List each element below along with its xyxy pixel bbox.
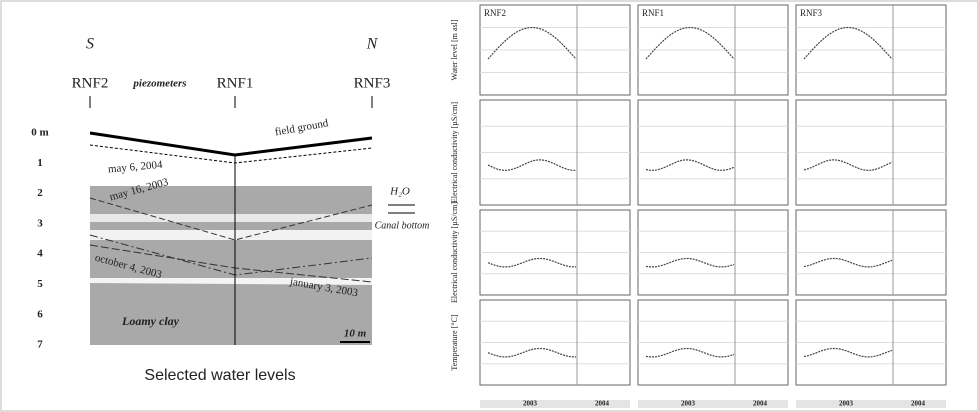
depth-label: 1 bbox=[37, 157, 43, 169]
row-label: Water level [m asl] bbox=[450, 19, 459, 80]
series-trace bbox=[803, 26, 893, 60]
label: RNF2 bbox=[72, 75, 109, 91]
label: RNF3 bbox=[354, 75, 391, 91]
column-label: RNF1 bbox=[642, 8, 664, 18]
cross-section bbox=[89, 96, 415, 345]
series-trace bbox=[803, 347, 893, 358]
year-bar bbox=[480, 400, 630, 408]
caption: Selected water levels bbox=[144, 367, 295, 384]
row-label: Electrical conductivity [µS/cm] bbox=[450, 102, 459, 203]
series-trace bbox=[487, 159, 576, 171]
light-band bbox=[90, 278, 372, 285]
column-label: RNF2 bbox=[484, 8, 506, 18]
year-bar bbox=[796, 400, 946, 408]
depth-label: 7 bbox=[37, 339, 43, 351]
series-trace bbox=[645, 26, 735, 60]
depth-label: 6 bbox=[37, 308, 43, 320]
label: piezometers bbox=[132, 78, 186, 90]
label: may 6, 2004 bbox=[107, 159, 163, 176]
label: H₂O bbox=[389, 186, 410, 198]
year-label: 2003 bbox=[523, 400, 538, 408]
row-label: Electrical conductivity [µS/cm] bbox=[450, 202, 459, 303]
series-trace bbox=[487, 347, 576, 358]
depth-label: 4 bbox=[37, 248, 43, 260]
depth-label: 0 m bbox=[31, 127, 48, 139]
series-trace bbox=[803, 257, 893, 268]
level-line bbox=[89, 197, 373, 241]
year-label: 2004 bbox=[595, 400, 610, 408]
depth-label: 5 bbox=[37, 278, 43, 290]
label: RNF1 bbox=[217, 75, 254, 91]
series-trace bbox=[645, 257, 735, 268]
soil-band bbox=[90, 186, 372, 345]
top-soil bbox=[90, 133, 372, 186]
depth-label: 2 bbox=[37, 187, 43, 199]
label: Loamy clay bbox=[121, 314, 180, 328]
label: 10 m bbox=[344, 328, 367, 340]
series-trace bbox=[487, 26, 577, 60]
label: Canal bottom bbox=[375, 220, 430, 231]
label: N bbox=[366, 36, 379, 53]
year-bar bbox=[638, 400, 788, 408]
depth-label: 3 bbox=[37, 217, 43, 229]
year-label: 2003 bbox=[681, 400, 696, 408]
year-label: 2004 bbox=[911, 400, 926, 408]
column-label: RNF3 bbox=[800, 8, 823, 18]
label: S bbox=[86, 36, 94, 53]
row-label: Temperature [°C] bbox=[450, 314, 459, 371]
light-band bbox=[90, 230, 372, 240]
year-label: 2004 bbox=[753, 400, 768, 408]
series-trace bbox=[487, 257, 576, 268]
series-trace bbox=[645, 347, 735, 358]
year-label: 2003 bbox=[839, 400, 854, 408]
light-band bbox=[90, 214, 372, 222]
series-trace bbox=[645, 159, 735, 171]
series-trace bbox=[803, 159, 893, 171]
